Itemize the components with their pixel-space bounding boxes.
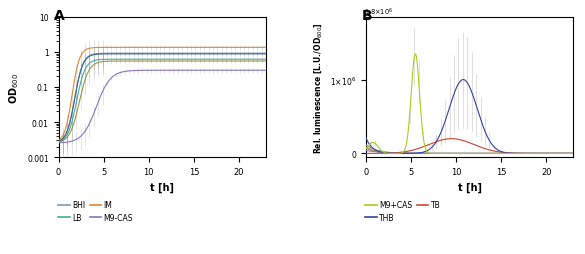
X-axis label: t [h]: t [h]	[150, 182, 174, 192]
Text: B: B	[362, 9, 372, 23]
Y-axis label: OD$_{600}$: OD$_{600}$	[8, 72, 22, 103]
Legend: M9+CAS, THB, TB: M9+CAS, THB, TB	[366, 200, 441, 222]
Legend: BHI, LB, IM, M9-CAS: BHI, LB, IM, M9-CAS	[58, 200, 133, 222]
Text: 1.8×10$^6$: 1.8×10$^6$	[364, 7, 393, 18]
X-axis label: t [h]: t [h]	[457, 182, 481, 192]
Text: A: A	[54, 9, 65, 23]
Y-axis label: Rel. luminescence [L.U./OD$_{600}$]: Rel. luminescence [L.U./OD$_{600}$]	[312, 22, 324, 153]
